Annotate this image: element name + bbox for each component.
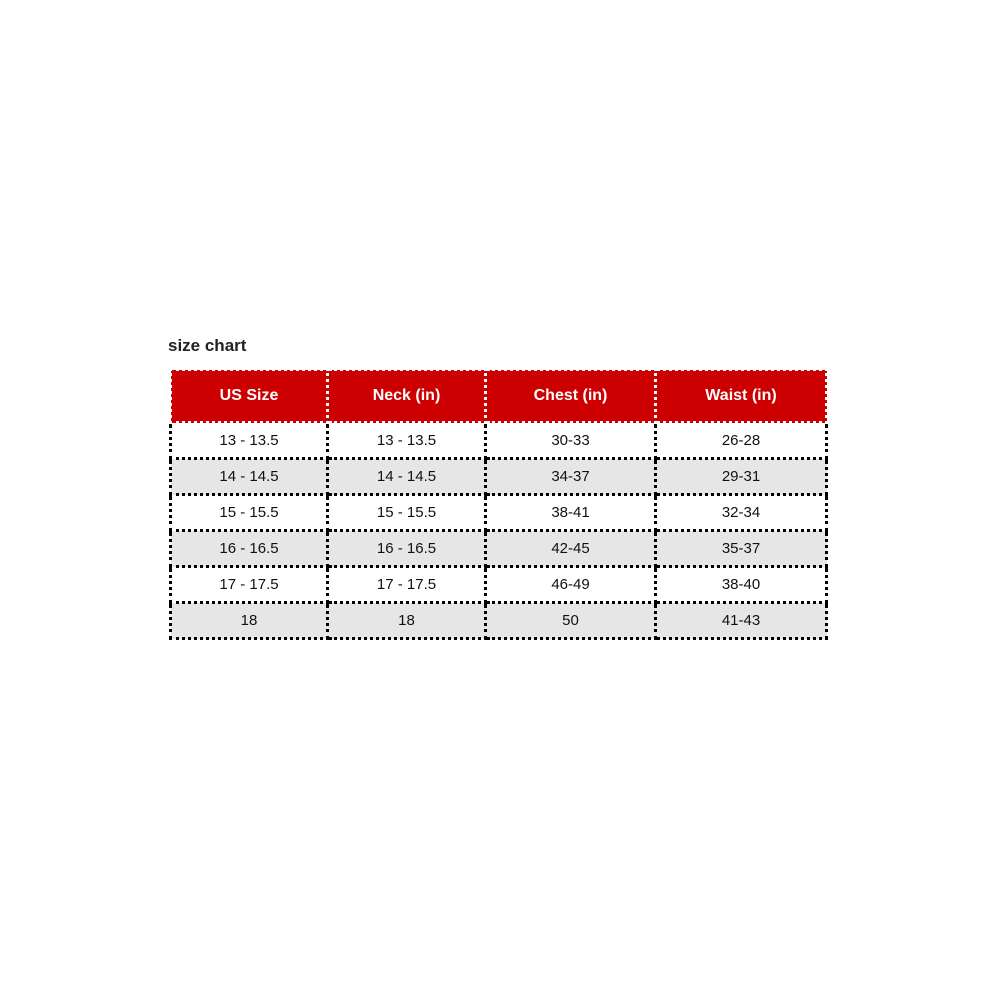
size-chart-table: US Size Neck (in) Chest (in) Waist (in) 13 …: [169, 368, 828, 640]
table-cell: 17 - 17.5: [326, 565, 487, 604]
table-cell: 46-49: [484, 565, 657, 604]
table-cell: 16 - 16.5: [169, 529, 329, 568]
table-row: 14 - 14.5 14 - 14.5 34-37 29-31: [169, 457, 828, 496]
table-cell: 32-34: [654, 493, 828, 532]
table-cell: 41-43: [654, 601, 828, 640]
table-cell: 26-28: [654, 421, 828, 460]
column-header: Waist (in): [654, 368, 828, 424]
column-header: US Size: [169, 368, 329, 424]
table-cell: 18: [326, 601, 487, 640]
table-cell: 50: [484, 601, 657, 640]
table-cell: 17 - 17.5: [169, 565, 329, 604]
header-row: US Size Neck (in) Chest (in) Waist (in): [169, 368, 828, 424]
table-row: 16 - 16.5 16 - 16.5 42-45 35-37: [169, 529, 828, 568]
table-cell: 35-37: [654, 529, 828, 568]
column-header: Chest (in): [484, 368, 657, 424]
table-cell: 38-40: [654, 565, 828, 604]
table-cell: 16 - 16.5: [326, 529, 487, 568]
table-cell: 15 - 15.5: [169, 493, 329, 532]
table-row: 18 18 50 41-43: [169, 601, 828, 640]
table-cell: 42-45: [484, 529, 657, 568]
table-cell: 14 - 14.5: [169, 457, 329, 496]
table-row: 15 - 15.5 15 - 15.5 38-41 32-34: [169, 493, 828, 532]
table-cell: 18: [169, 601, 329, 640]
table-cell: 13 - 13.5: [169, 421, 329, 460]
table-row: 13 - 13.5 13 - 13.5 30-33 26-28: [169, 421, 828, 460]
table-cell: 29-31: [654, 457, 828, 496]
table-cell: 34-37: [484, 457, 657, 496]
table-cell: 38-41: [484, 493, 657, 532]
table-cell: 14 - 14.5: [326, 457, 487, 496]
page-title: size chart: [168, 336, 247, 355]
table-cell: 30-33: [484, 421, 657, 460]
column-header: Neck (in): [326, 368, 487, 424]
table-cell: 15 - 15.5: [326, 493, 487, 532]
table-row: 17 - 17.5 17 - 17.5 46-49 38-40: [169, 565, 828, 604]
table-body: 13 - 13.5 13 - 13.5 30-33 26-28 14 - 14.5 14 …: [169, 421, 828, 640]
table-cell: 13 - 13.5: [326, 421, 487, 460]
